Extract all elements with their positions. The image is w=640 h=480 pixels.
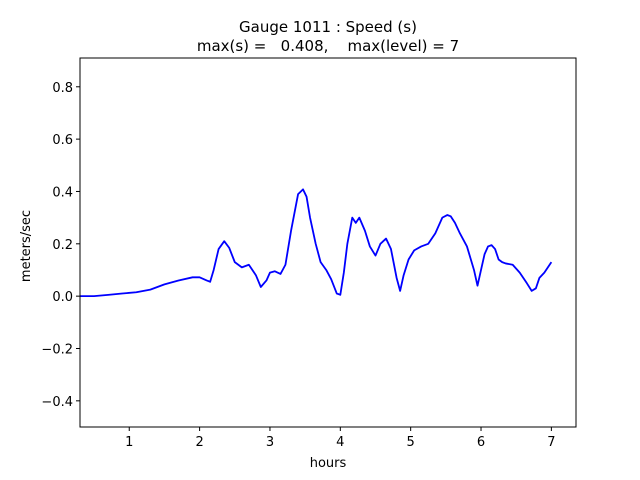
plot-frame xyxy=(79,57,577,428)
x-tick-label: 2 xyxy=(195,435,203,450)
x-axis-label: hours xyxy=(310,456,347,471)
x-tick-label: 6 xyxy=(477,435,485,450)
y-tick-label: 0.0 xyxy=(52,290,73,305)
x-tick-label: 5 xyxy=(407,435,415,450)
chart-subtitle: max(s) = 0.408, max(level) = 7 xyxy=(197,37,459,55)
series-line-0 xyxy=(80,188,553,298)
x-tick-label: 3 xyxy=(266,435,274,450)
x-tick-label: 7 xyxy=(547,435,555,450)
plot-area: 1 2 3 4 5 6 7 −0.4 −0.2 0.0 0.2 0.4 0.6 0.8 xyxy=(41,57,577,450)
y-tick-label: −0.2 xyxy=(41,342,73,357)
y-tick-label: 0.4 xyxy=(52,185,73,200)
y-axis-label: meters/sec xyxy=(19,210,34,282)
chart-title: Gauge 1011 : Speed (s) xyxy=(239,18,417,36)
x-tick-label: 1 xyxy=(125,435,133,450)
x-tick-label: 4 xyxy=(336,435,344,450)
y-tick-label: 0.8 xyxy=(52,81,73,96)
y-tick-label: −0.4 xyxy=(41,395,73,410)
y-tick-label: 0.2 xyxy=(52,238,73,253)
y-tick-label: 0.6 xyxy=(52,133,73,148)
